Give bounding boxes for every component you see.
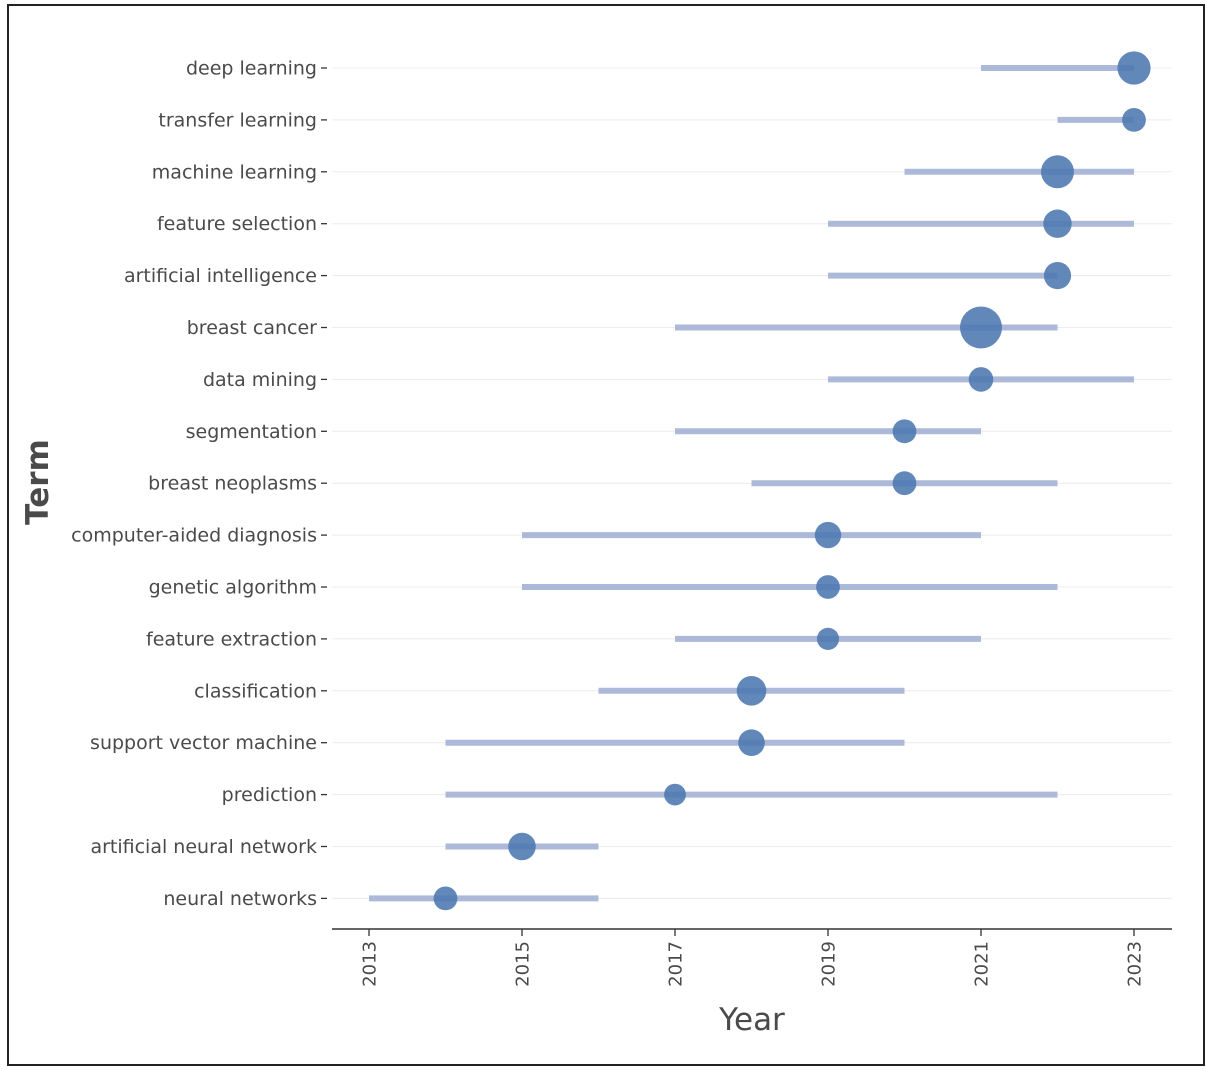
term-label: segmentation bbox=[186, 421, 317, 443]
term-point bbox=[1043, 209, 1072, 238]
term-label: feature selection bbox=[157, 213, 317, 235]
x-tick-label: 2015 bbox=[513, 941, 534, 987]
x-tick-label: 2019 bbox=[819, 941, 840, 987]
term-label: artificial intelligence bbox=[124, 265, 317, 287]
term-point bbox=[968, 367, 994, 392]
term-point bbox=[736, 676, 767, 706]
term-point bbox=[814, 521, 842, 549]
term-point bbox=[508, 832, 536, 861]
term-point bbox=[738, 729, 765, 756]
x-tick-label: 2017 bbox=[666, 941, 687, 987]
term-point bbox=[664, 783, 686, 806]
term-label: deep learning bbox=[186, 58, 317, 80]
term-point bbox=[1043, 262, 1072, 290]
term-label: artificial neural network bbox=[90, 836, 317, 858]
term-label: neural networks bbox=[163, 888, 317, 910]
term-point bbox=[960, 306, 1002, 349]
x-tick-label: 2021 bbox=[972, 941, 993, 987]
term-point bbox=[892, 419, 917, 444]
term-point bbox=[433, 886, 458, 911]
axis-layer bbox=[321, 67, 1172, 936]
x-tick-labels: 2013 2015 2017 2019 2021 2023 bbox=[360, 941, 1146, 987]
term-label: breast neoplasms bbox=[148, 473, 317, 495]
term-point bbox=[816, 627, 840, 651]
term-label: machine learning bbox=[152, 161, 317, 183]
term-label: transfer learning bbox=[158, 109, 317, 131]
term-label: genetic algorithm bbox=[149, 577, 317, 599]
term-label: prediction bbox=[222, 784, 317, 806]
term-label: support vector machine bbox=[90, 732, 317, 754]
term-point bbox=[1041, 155, 1074, 189]
term-label: data mining bbox=[203, 369, 317, 391]
point-layer bbox=[433, 51, 1151, 911]
y-tick-labels: deep learning transfer learning machine le… bbox=[71, 58, 317, 910]
term-point bbox=[816, 575, 840, 599]
x-tick-label: 2023 bbox=[1125, 941, 1146, 987]
term-point bbox=[1117, 51, 1151, 85]
term-label: feature extraction bbox=[146, 628, 317, 650]
term-label: breast cancer bbox=[187, 317, 317, 339]
term-label: computer-aided diagnosis bbox=[71, 525, 317, 547]
range-layer bbox=[369, 65, 1134, 902]
term-label: classification bbox=[194, 680, 317, 702]
x-axis-title: Year bbox=[718, 1002, 785, 1038]
term-point bbox=[1122, 108, 1146, 132]
x-tick-label: 2013 bbox=[360, 941, 381, 987]
y-axis-title: Term bbox=[20, 439, 56, 525]
term-point bbox=[892, 471, 917, 496]
